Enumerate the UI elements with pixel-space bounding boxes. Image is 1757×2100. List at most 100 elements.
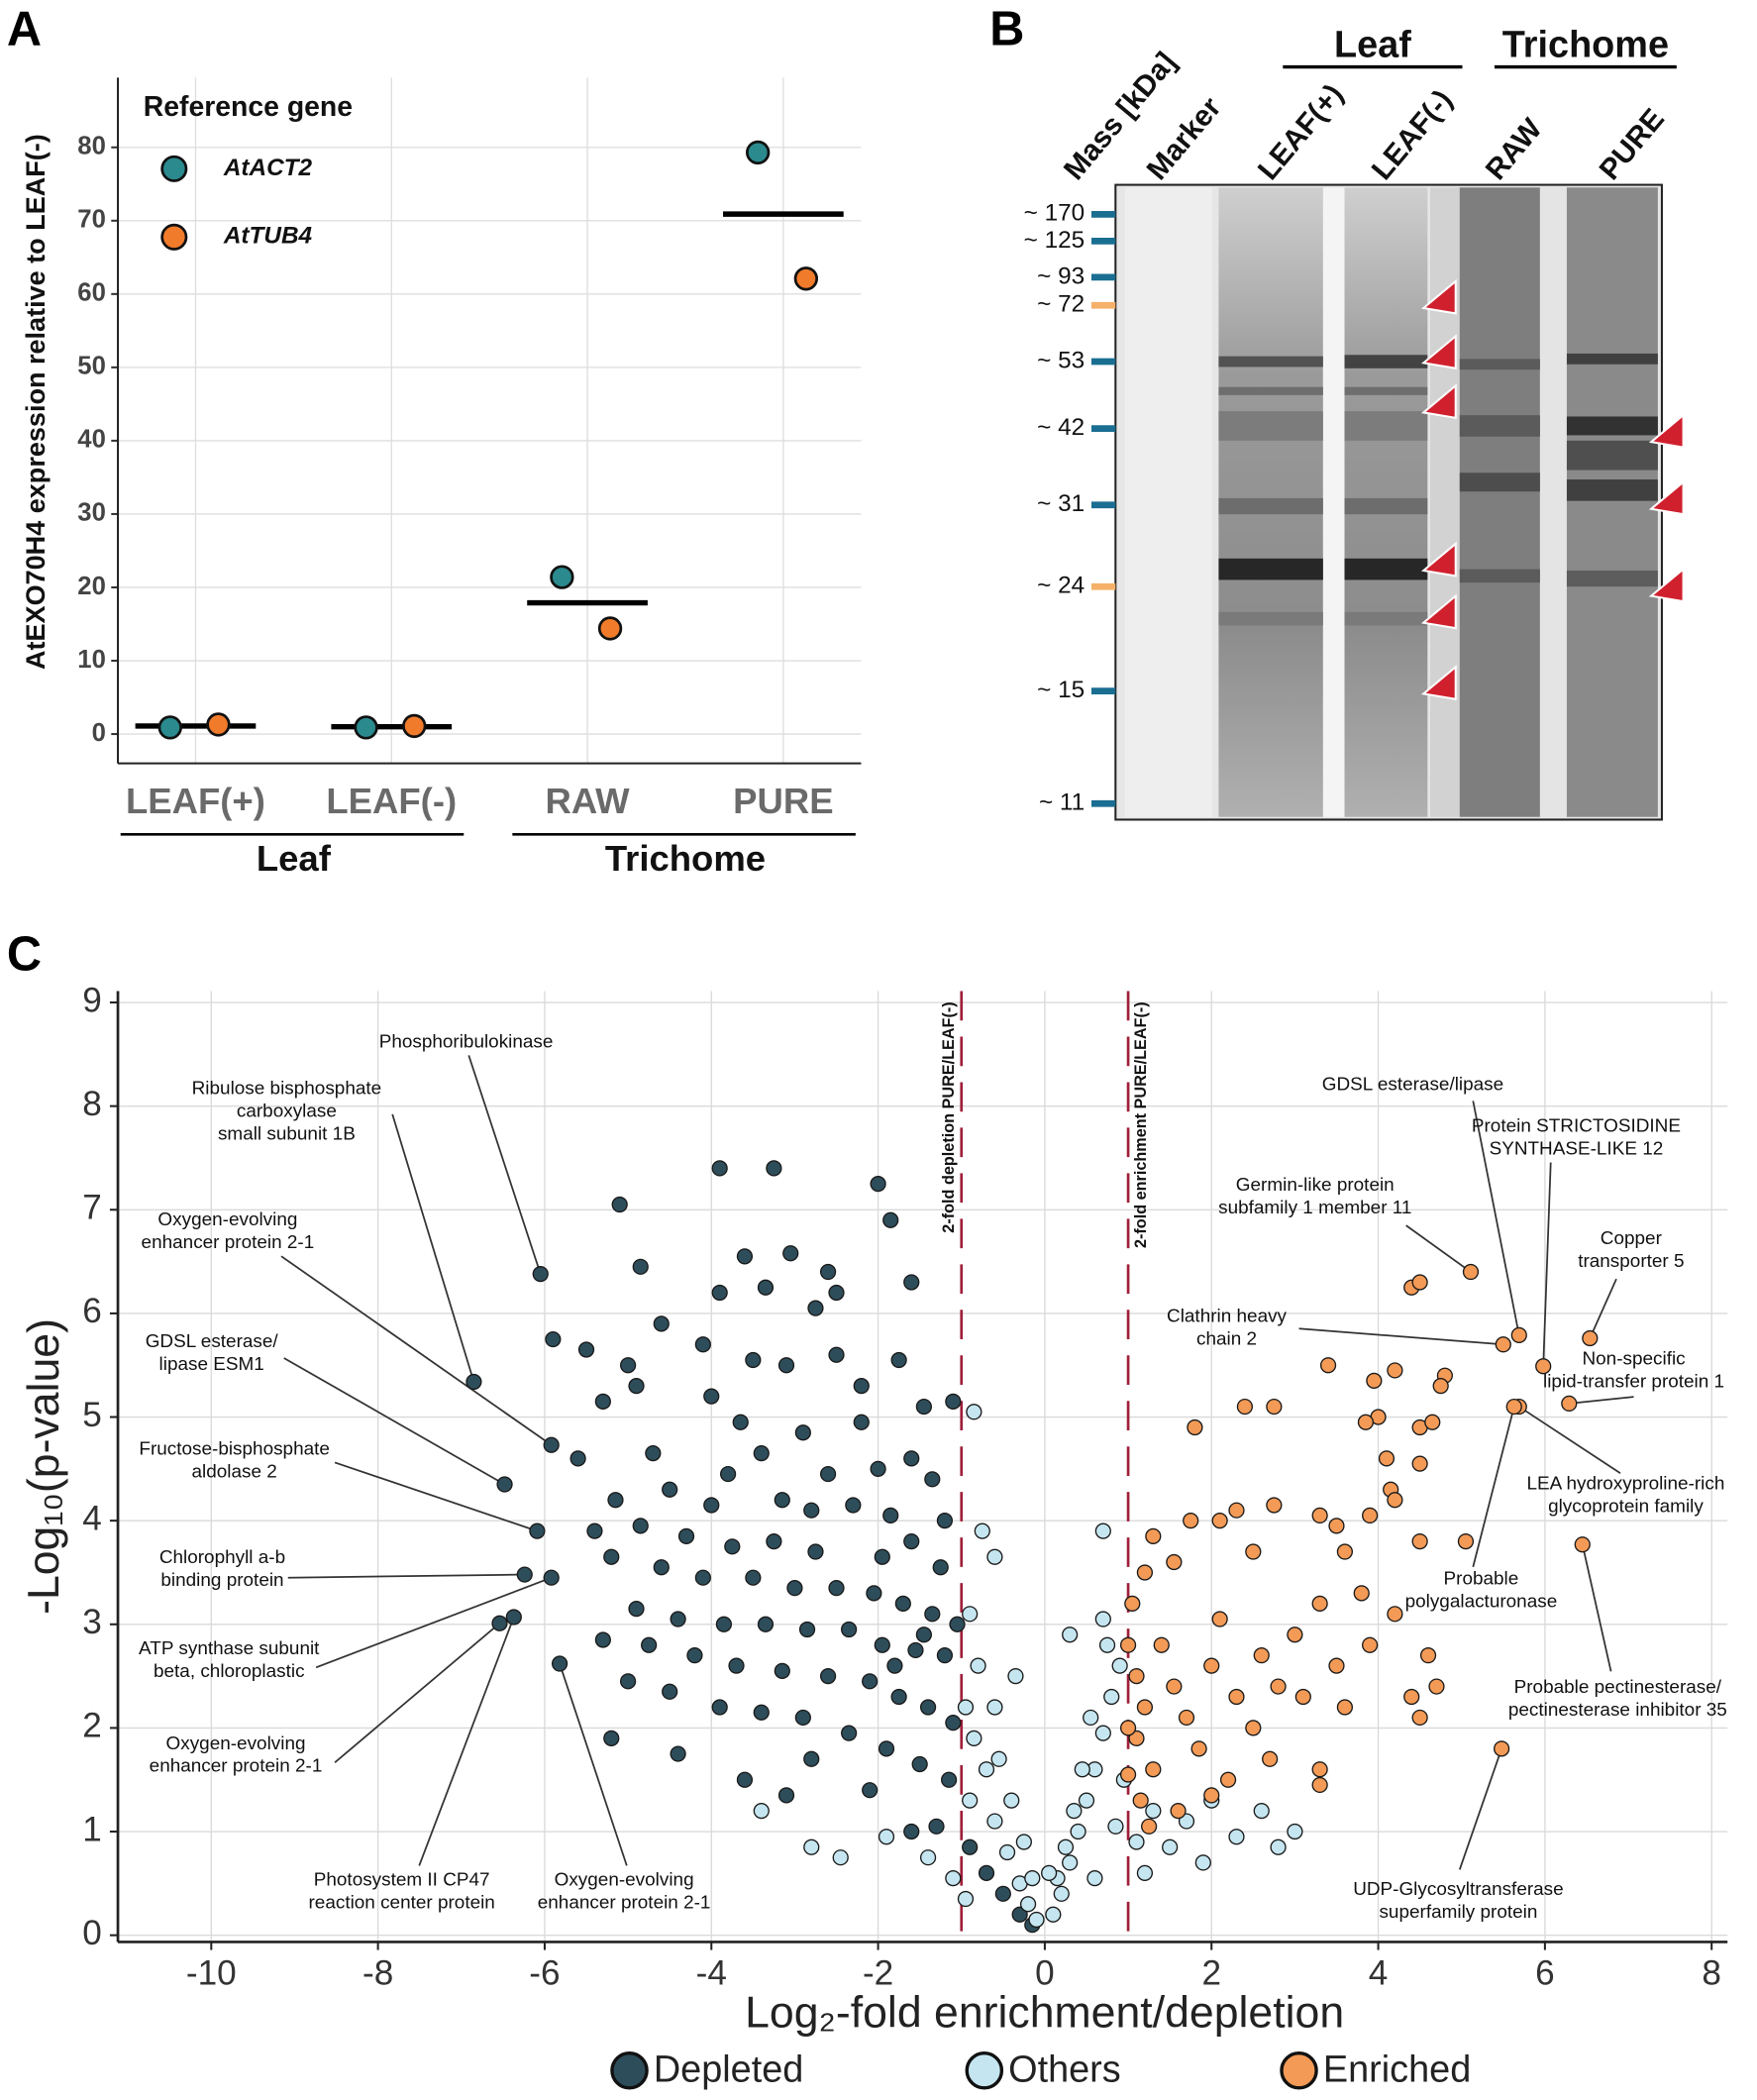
data-point (803, 1502, 820, 1519)
threshold-label: 2-fold depletion PURE/LEAF(-) (940, 1001, 958, 1232)
callout-label: Clathrin heavy chain 2 (1167, 1304, 1288, 1349)
callout-line (559, 1663, 628, 1866)
data-point (853, 1378, 870, 1395)
data-point (936, 1647, 954, 1664)
data-point (1403, 1688, 1420, 1706)
callout-label: Oxygen-evolving enhancer protein 2-1 (149, 1732, 323, 1776)
data-point (694, 1569, 711, 1586)
y-tick-label: 40 (77, 426, 106, 454)
data-point (611, 1196, 628, 1213)
data-point (774, 1662, 790, 1679)
callout-line (1472, 1101, 1520, 1336)
callout-label: LEA hydroxyproline-rich glycoprotein fam… (1526, 1471, 1725, 1517)
data-point (662, 1683, 678, 1700)
y-tick-label: 3 (82, 1603, 102, 1641)
data-point (1387, 1606, 1403, 1623)
gel-band (1344, 355, 1428, 368)
data-point (1119, 1720, 1137, 1736)
data-point (924, 1471, 941, 1488)
data-point (677, 1527, 695, 1544)
data-point (1070, 1823, 1086, 1840)
y-tick-label: 80 (77, 133, 106, 160)
y-tick-label: 0 (92, 719, 106, 747)
callout-box: Non-specific lipid-transfer protein 1 (1543, 1347, 1724, 1392)
band-arrow (1420, 334, 1457, 370)
data-point (819, 1465, 837, 1483)
data-point (1007, 1667, 1024, 1685)
data-point (907, 1641, 924, 1659)
data-point (1424, 1414, 1441, 1430)
gel-band (1344, 386, 1428, 395)
y-tick-label: 4 (82, 1499, 102, 1537)
data-point (1287, 1627, 1303, 1643)
callout-box: Clathrin heavy chain 2 (1167, 1304, 1288, 1349)
data-point (924, 1606, 941, 1623)
data-point (890, 1688, 907, 1706)
callout-label: GDSL esterase/ lipase ESM1 (145, 1329, 278, 1375)
data-point (874, 1548, 890, 1565)
gel-band (1459, 415, 1540, 437)
callout-line (1581, 1544, 1612, 1672)
data-point (966, 1730, 982, 1746)
data-point (1253, 1802, 1270, 1820)
callout-line (334, 1461, 538, 1532)
data-point (862, 1673, 878, 1690)
data-point (653, 1559, 670, 1576)
data-point (1387, 1492, 1403, 1509)
data-point (932, 1559, 949, 1576)
callout-box: Germin-like protein subfamily 1 member 1… (1218, 1173, 1411, 1217)
data-point (1411, 1709, 1428, 1727)
data-point (1132, 1792, 1149, 1809)
gel-band (1218, 386, 1323, 395)
data-point (1457, 1532, 1475, 1550)
data-point (878, 1740, 895, 1757)
data-point (986, 1548, 1003, 1565)
data-point (1311, 1507, 1328, 1524)
data-point (543, 1436, 560, 1453)
callout-box: Phosphoribulokinase (379, 1030, 554, 1052)
data-point (903, 1823, 920, 1840)
data-point (828, 1580, 845, 1597)
mass-label: ~ 170 (1024, 200, 1085, 227)
data-point (994, 1885, 1011, 1902)
gel-lane (1322, 187, 1345, 817)
data-point (619, 1673, 637, 1690)
data-point (793, 266, 819, 291)
callout-box: Oxygen-evolving enhancer protein 2-1 (149, 1732, 323, 1776)
mass-label: ~ 93 (1037, 262, 1085, 289)
data-point (653, 1315, 670, 1332)
y-axis-label: -Log₁₀(p-value) (20, 1318, 68, 1615)
mass-label: ~ 125 (1024, 227, 1085, 254)
data-point (1136, 1699, 1154, 1716)
y-tick-label: 9 (82, 981, 102, 1019)
data-point (496, 1476, 513, 1493)
data-point (1187, 1418, 1203, 1436)
band-arrow (1648, 567, 1685, 603)
panel-letter: B (989, 2, 1024, 55)
data-point (786, 1580, 803, 1597)
callout-box: GDSL esterase/lipase (1322, 1073, 1503, 1095)
panel-letter: A (7, 2, 42, 55)
data-point (1107, 1818, 1124, 1835)
data-point (543, 1569, 560, 1586)
data-point (903, 1274, 920, 1291)
callout-label: ATP synthase subunit beta, chloroplastic (139, 1636, 320, 1681)
data-point (1066, 1802, 1083, 1820)
data-point (736, 1771, 754, 1788)
data-point (694, 1336, 711, 1353)
data-point (628, 1378, 645, 1395)
gel-band (1459, 472, 1540, 492)
gel-marker-lane (1124, 187, 1212, 817)
callout-line (1472, 1406, 1515, 1568)
mass-label: ~ 42 (1037, 414, 1085, 441)
data-point (936, 1513, 954, 1529)
data-point (1336, 1543, 1354, 1560)
band-arrow (1648, 479, 1685, 516)
data-point (1428, 1678, 1445, 1695)
data-point (1057, 1838, 1075, 1855)
data-point (1262, 1750, 1279, 1767)
data-point (1019, 1896, 1037, 1913)
data-point (516, 1566, 533, 1583)
